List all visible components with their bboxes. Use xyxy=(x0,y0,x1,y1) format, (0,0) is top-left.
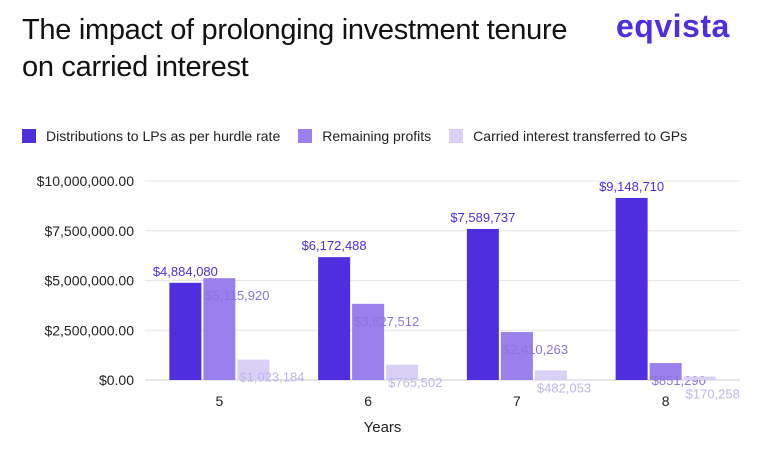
y-tick-label: $2,500,000.00 xyxy=(44,322,134,338)
legend-item-carried-interest: Carried interest transferred to GPs xyxy=(449,128,687,144)
data-label: $5,115,920 xyxy=(205,288,269,303)
data-label: $1,023,184 xyxy=(239,370,304,385)
data-label: $765,502 xyxy=(388,375,442,390)
y-tick-label: $5,000,000.00 xyxy=(44,273,134,289)
bar xyxy=(318,257,351,380)
legend-swatch-distributions xyxy=(22,129,36,143)
bar xyxy=(615,197,648,380)
chart-title: The impact of prolonging investment tenu… xyxy=(22,14,568,83)
legend-swatch-remaining-profits xyxy=(298,129,313,143)
data-label: $2,410,263 xyxy=(503,342,568,357)
data-label: $6,172,488 xyxy=(302,238,367,253)
legend-item-distributions: Distributions to LPs as per hurdle rate xyxy=(22,128,280,144)
bar xyxy=(466,228,499,380)
y-tick-label: $10,000,000.00 xyxy=(37,173,135,189)
legend-item-remaining-profits: Remaining profits xyxy=(298,128,431,144)
data-label: $4,884,080 xyxy=(153,264,218,279)
bar xyxy=(500,332,533,380)
data-label: $7,589,737 xyxy=(450,210,515,225)
data-label: $170,258 xyxy=(686,387,740,402)
bar xyxy=(237,359,270,380)
eqvista-logo: eqvista xyxy=(616,8,730,44)
bar xyxy=(169,282,202,380)
y-tick-label: $0.00 xyxy=(99,372,134,388)
legend: Distributions to LPs as per hurdle rate … xyxy=(22,128,687,144)
data-label: $3,827,512 xyxy=(354,314,419,329)
legend-label-remaining-profits: Remaining profits xyxy=(322,128,432,144)
bar xyxy=(683,376,716,380)
data-label: $9,148,710 xyxy=(599,179,664,194)
bar xyxy=(649,363,682,380)
bar xyxy=(534,370,567,380)
legend-swatch-carried-interest xyxy=(449,129,464,143)
x-axis-title: Years xyxy=(364,419,402,436)
x-tick-label: 6 xyxy=(364,393,372,409)
y-tick-label: $7,500,000.00 xyxy=(44,223,134,239)
bar xyxy=(386,364,419,380)
bar xyxy=(352,303,385,380)
bar xyxy=(203,278,236,380)
legend-label-carried-interest: Carried interest transferred to GPs xyxy=(473,128,688,144)
data-label: $482,053 xyxy=(537,380,591,395)
x-tick-label: 8 xyxy=(662,393,670,409)
x-tick-label: 5 xyxy=(215,393,223,409)
legend-label-distributions: Distributions to LPs as per hurdle rate xyxy=(46,128,281,144)
x-tick-label: 7 xyxy=(513,393,521,409)
